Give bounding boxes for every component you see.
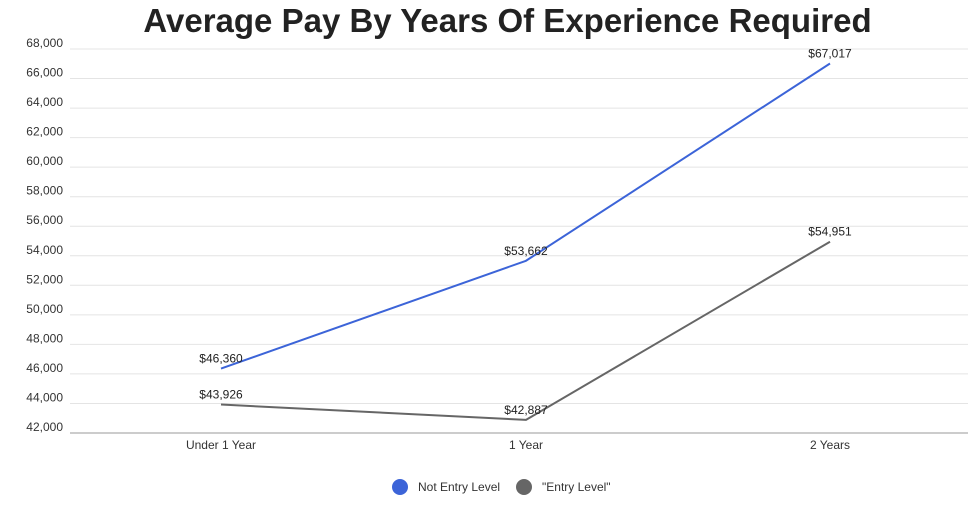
- legend-label: "Entry Level": [542, 480, 611, 494]
- y-tick-label: 54,000: [26, 243, 63, 257]
- series-lines: [220, 62, 831, 421]
- legend-marker: [392, 479, 408, 495]
- y-tick-label: 60,000: [26, 154, 63, 168]
- series-line-not-entry-level[interactable]: [220, 62, 831, 370]
- data-label: $42,887: [504, 403, 548, 417]
- y-tick-label: 64,000: [26, 95, 63, 109]
- y-tick-label: 42,000: [26, 420, 63, 434]
- y-tick-label: 66,000: [26, 66, 63, 80]
- legend-marker: [516, 479, 532, 495]
- y-tick-label: 46,000: [26, 361, 63, 375]
- gridlines: [70, 48, 968, 434]
- y-tick-label: 56,000: [26, 213, 63, 227]
- y-tick-label: 58,000: [26, 184, 63, 198]
- legend[interactable]: Not Entry Level "Entry Level": [392, 479, 611, 495]
- y-tick-label: 50,000: [26, 302, 63, 316]
- y-tick-label: 48,000: [26, 331, 63, 345]
- data-label: $53,662: [504, 244, 548, 258]
- x-axis-tick-labels: Under 1 Year 1 Year 2 Years: [186, 438, 850, 452]
- legend-label: Not Entry Level: [418, 480, 500, 494]
- y-tick-label: 52,000: [26, 272, 63, 286]
- y-tick-label: 62,000: [26, 125, 63, 139]
- series-line-entry-level[interactable]: [220, 240, 831, 421]
- x-tick-label: 1 Year: [509, 438, 543, 452]
- data-label: $46,360: [199, 352, 243, 366]
- x-tick-label: 2 Years: [810, 438, 850, 452]
- y-tick-label: 44,000: [26, 390, 63, 404]
- y-axis-tick-labels: 42,000 44,000 46,000 48,000 50,000 52,000 54,0…: [26, 36, 63, 434]
- legend-item[interactable]: "Entry Level": [516, 479, 611, 495]
- data-label: $54,951: [808, 225, 852, 239]
- data-label: $67,017: [808, 47, 852, 61]
- y-tick-label: 68,000: [26, 36, 63, 50]
- chart-title: Average Pay By Years Of Experience Requi…: [143, 2, 872, 39]
- data-label: $43,926: [199, 388, 243, 402]
- legend-item[interactable]: Not Entry Level: [392, 479, 500, 495]
- x-tick-label: Under 1 Year: [186, 438, 256, 452]
- data-labels: $46,360 $53,662 $67,017 $43,926 $42,887 $54,9…: [199, 47, 852, 417]
